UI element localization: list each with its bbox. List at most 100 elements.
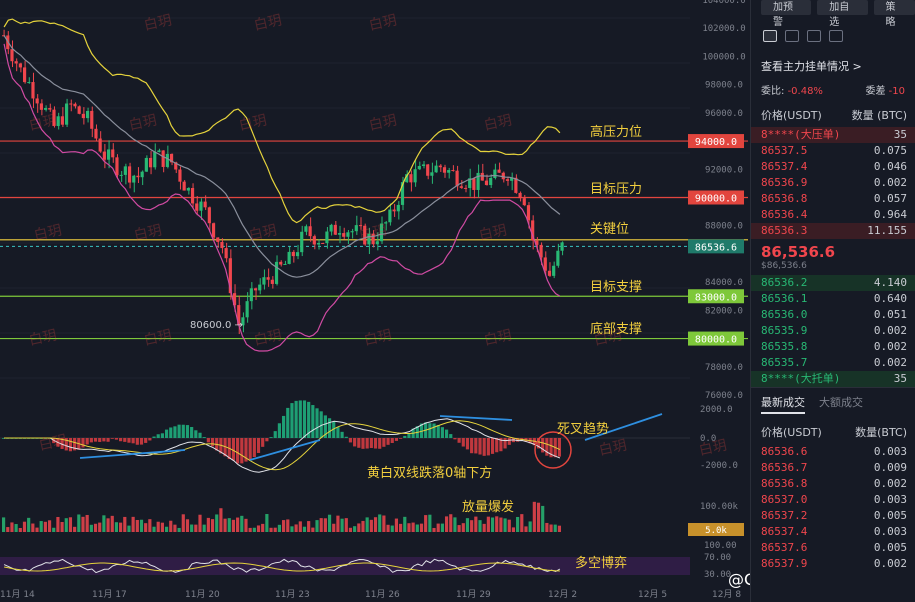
bid-row[interactable]: 86536.1 0.640 bbox=[751, 291, 915, 307]
macd-bar bbox=[378, 438, 382, 449]
volume-bar bbox=[553, 524, 557, 532]
volume-bar bbox=[302, 526, 307, 532]
date-axis-label: 12月 5 bbox=[638, 589, 667, 600]
annotation-arrow bbox=[249, 439, 321, 461]
ask-row[interactable]: 86537.5 0.075 bbox=[751, 143, 915, 159]
candle-body bbox=[245, 301, 249, 318]
volume-bar bbox=[348, 527, 353, 532]
volume-bar bbox=[39, 521, 43, 532]
volume-bar bbox=[516, 516, 520, 532]
both-sides-view-icon[interactable] bbox=[763, 30, 777, 42]
ask-row[interactable]: 86537.4 0.046 bbox=[751, 159, 915, 175]
macd-bar bbox=[419, 423, 424, 438]
volume-bar bbox=[93, 523, 98, 532]
candle-body bbox=[535, 240, 539, 245]
macd-bar bbox=[93, 438, 98, 442]
candle-body bbox=[2, 35, 6, 37]
depth-view-icon[interactable] bbox=[829, 30, 843, 42]
tab-large-trades[interactable]: 大额成交 bbox=[819, 396, 863, 409]
macd-bar bbox=[340, 431, 344, 438]
big-bid-row[interactable]: 8****(大托单) 35 bbox=[751, 371, 915, 387]
trade-row: 86536.6 0.003 bbox=[751, 444, 915, 460]
candle-body bbox=[182, 181, 186, 191]
candle-body bbox=[291, 251, 295, 257]
add-watchlist-button[interactable]: 加自选 bbox=[817, 0, 868, 28]
macd-bar bbox=[444, 429, 449, 438]
candle-body bbox=[350, 231, 354, 233]
volume-bar bbox=[27, 517, 31, 532]
volume-bar bbox=[507, 519, 511, 532]
macd-bar bbox=[185, 425, 190, 438]
candle-body bbox=[77, 106, 81, 114]
candle-body bbox=[178, 169, 182, 182]
candle-body bbox=[64, 103, 69, 125]
price-chart[interactable]: 94000.0 90000.0 83000.0 80000.0 86536.6 10400… bbox=[0, 0, 750, 602]
macd-bar bbox=[332, 421, 336, 438]
big-ask-row[interactable]: 8****(大压单) 35 bbox=[751, 127, 915, 143]
price-axis-label: 104000.0 bbox=[702, 0, 745, 6]
death-cross-circle bbox=[534, 431, 572, 469]
chart-canvas[interactable]: 94000.0 90000.0 83000.0 80000.0 86536.6 10400… bbox=[0, 0, 750, 602]
volume-bar bbox=[135, 519, 139, 532]
macd-bar bbox=[311, 405, 315, 438]
bids-view-icon[interactable] bbox=[785, 30, 799, 42]
macd-bar bbox=[353, 438, 357, 447]
macd-bar bbox=[244, 438, 248, 462]
trade-qty: 0.003 bbox=[873, 525, 907, 538]
candle-body bbox=[543, 257, 547, 271]
asks-view-icon[interactable] bbox=[807, 30, 821, 42]
ask-row-price: 86537.4 bbox=[761, 160, 808, 173]
ask-row[interactable]: 86536.9 0.002 bbox=[751, 175, 915, 191]
candle-body bbox=[270, 279, 274, 284]
watermark-text: 白玥 bbox=[238, 112, 269, 133]
candle-body bbox=[258, 284, 262, 291]
macd-bar bbox=[252, 438, 256, 458]
volume-bar bbox=[106, 518, 110, 532]
watermark-text: 白玥 bbox=[133, 222, 164, 243]
volume-bar bbox=[528, 521, 532, 532]
macd-bar bbox=[144, 438, 148, 443]
macd-bar bbox=[89, 438, 93, 443]
level-tag: 94000.0 bbox=[695, 137, 737, 148]
bid-row[interactable]: 86536.0 0.051 bbox=[751, 307, 915, 323]
volume-axis-tag: 5.0k bbox=[705, 526, 727, 536]
volume-bar bbox=[18, 527, 22, 532]
candle-body bbox=[132, 175, 136, 183]
price-axis-label: 96000.0 bbox=[705, 109, 743, 119]
price-axis-label: 82000.0 bbox=[705, 306, 743, 316]
volume-bar bbox=[248, 527, 252, 532]
candle-body bbox=[539, 244, 543, 258]
volume-bar bbox=[482, 523, 486, 532]
tab-latest-trades[interactable]: 最新成交 bbox=[761, 394, 805, 414]
ask-row[interactable]: 86536.4 0.964 bbox=[751, 207, 915, 223]
macd-bar bbox=[73, 438, 77, 451]
macd-bar bbox=[177, 424, 181, 438]
candle-body bbox=[241, 317, 245, 326]
strategy-button[interactable]: 策略 bbox=[873, 0, 915, 28]
main-orders-link[interactable]: 查看主力挂单情况 > bbox=[761, 60, 862, 73]
volume-bar bbox=[77, 514, 81, 532]
bid-row[interactable]: 86535.8 0.002 bbox=[751, 339, 915, 355]
ask-row[interactable]: 86536.8 0.057 bbox=[751, 191, 915, 207]
macd-bar bbox=[156, 434, 160, 438]
macd-bar bbox=[461, 438, 465, 447]
macd-bar bbox=[432, 423, 436, 438]
candle-body bbox=[405, 174, 409, 183]
macd-bar bbox=[373, 438, 378, 449]
trade-price: 86537.9 bbox=[761, 557, 808, 570]
macd-bar bbox=[499, 438, 503, 452]
candle-body bbox=[493, 169, 497, 178]
candle-body bbox=[434, 165, 438, 173]
candle-body bbox=[308, 226, 312, 237]
bid-row[interactable]: 86535.9 0.002 bbox=[751, 323, 915, 339]
volume-note: 放量爆发 bbox=[462, 500, 515, 515]
candle-body bbox=[337, 233, 342, 235]
bid-row[interactable]: 86535.7 0.002 bbox=[751, 355, 915, 371]
rsi-axis-label: 70.00 bbox=[704, 553, 731, 563]
bid-row[interactable]: 86536.2 4.140 bbox=[751, 275, 915, 291]
ask-row[interactable]: 86536.3 11.155 bbox=[751, 223, 915, 239]
candle-body bbox=[199, 201, 203, 211]
add-alert-button[interactable]: 加预警 bbox=[761, 0, 812, 28]
macd-bar bbox=[465, 438, 470, 450]
macd-bar bbox=[457, 438, 461, 443]
